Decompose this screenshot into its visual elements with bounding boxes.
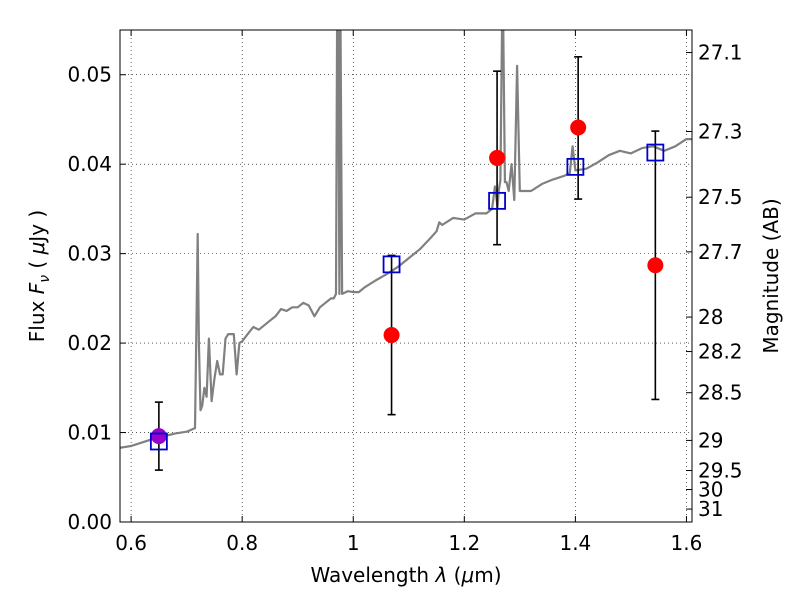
y-tick-label: 0.00 bbox=[67, 510, 112, 534]
magnitude-tick-label: 30 bbox=[698, 478, 723, 502]
magnitude-tick-label: 29.5 bbox=[698, 459, 743, 483]
observed-point bbox=[383, 327, 400, 344]
plot-background bbox=[120, 30, 692, 522]
observed-layer bbox=[150, 119, 664, 445]
magnitude-tick-label: 31 bbox=[698, 497, 723, 521]
x-tick-label: 0.8 bbox=[226, 531, 258, 555]
x-tick-label: 1.4 bbox=[559, 531, 591, 555]
y-axis-label: Flux Fν ( μJy ) bbox=[25, 210, 53, 342]
magnitude-tick-label: 27.7 bbox=[698, 240, 743, 264]
y-tick-label: 0.01 bbox=[67, 421, 112, 445]
magnitude-tick-label: 28.5 bbox=[698, 381, 743, 405]
plot-frame bbox=[119, 29, 693, 523]
observed-point bbox=[647, 257, 664, 274]
observed-point bbox=[150, 428, 167, 445]
x-axis: 0.6 0.8 1 1.2 1.4 1.6 bbox=[115, 30, 702, 555]
spectrum-line bbox=[120, 30, 692, 449]
magnitude-tick-label: 29 bbox=[698, 428, 723, 452]
y-tick-label: 0.03 bbox=[67, 242, 112, 266]
right-axis-label: Magnitude (AB) bbox=[759, 198, 783, 353]
observed-point bbox=[570, 119, 587, 136]
x-axis-label: Wavelength λ (μm) bbox=[310, 563, 501, 587]
x-tick-label: 1 bbox=[347, 531, 360, 555]
model-point bbox=[382, 255, 401, 274]
model-point bbox=[488, 191, 506, 210]
magnitude-tick-label: 27.5 bbox=[698, 185, 743, 209]
magnitude-tick-label: 27.1 bbox=[698, 41, 743, 65]
observed-point bbox=[489, 149, 506, 166]
x-tick-label: 1.6 bbox=[671, 531, 703, 555]
magnitude-tick-label: 28.2 bbox=[698, 340, 743, 364]
magnitude-tick-label: 28 bbox=[698, 305, 723, 329]
y-tick-label: 0.04 bbox=[67, 152, 112, 176]
magnitude-tick-label: 27.3 bbox=[698, 120, 743, 144]
y-tick-label: 0.02 bbox=[67, 331, 112, 355]
spectrum-layer bbox=[120, 30, 692, 449]
model-point bbox=[566, 157, 585, 176]
model-layer bbox=[149, 143, 665, 451]
y-axis: 0.00 0.01 0.02 0.03 0.04 0.05 bbox=[67, 63, 126, 534]
model-point bbox=[149, 432, 168, 451]
x-tick-label: 0.6 bbox=[115, 531, 147, 555]
x-tick-label: 1.2 bbox=[448, 531, 480, 555]
model-point bbox=[646, 143, 665, 162]
y-tick-label: 0.05 bbox=[67, 63, 112, 87]
